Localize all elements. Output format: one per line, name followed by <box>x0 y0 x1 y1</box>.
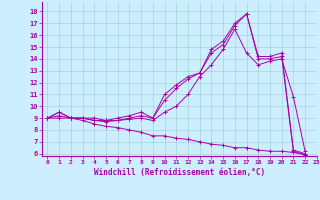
X-axis label: Windchill (Refroidissement éolien,°C): Windchill (Refroidissement éolien,°C) <box>94 168 265 177</box>
